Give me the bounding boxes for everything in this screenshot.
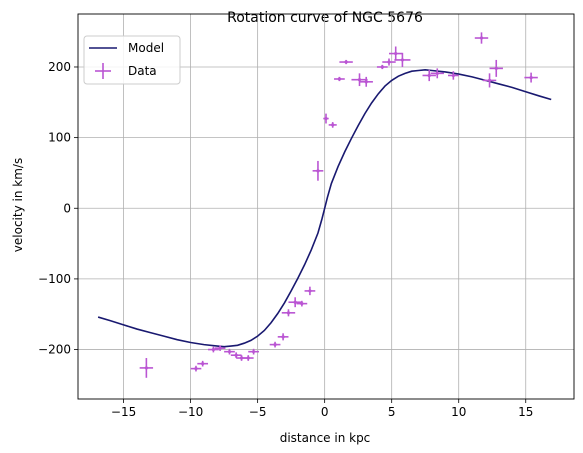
- data-point: [483, 73, 496, 87]
- data-point: [389, 46, 402, 60]
- data-point: [323, 114, 328, 124]
- x-tick-label: −5: [249, 405, 267, 419]
- data-point-marker: [345, 60, 348, 63]
- legend: Model Data: [84, 36, 180, 84]
- data-point-marker: [530, 76, 533, 79]
- data-point: [382, 59, 395, 66]
- data-point-marker: [324, 117, 327, 120]
- data-point-marker: [495, 67, 498, 70]
- data-points-group: [140, 32, 538, 377]
- data-point-marker: [480, 36, 483, 39]
- data-point: [394, 53, 410, 67]
- data-point-marker: [308, 289, 311, 292]
- data-point: [475, 32, 488, 43]
- data-point: [334, 77, 345, 81]
- data-point-marker: [247, 356, 250, 359]
- data-point: [191, 366, 202, 372]
- data-point-marker: [488, 79, 491, 82]
- data-point: [351, 73, 367, 86]
- data-point: [270, 342, 281, 348]
- data-point-marker: [273, 343, 276, 346]
- data-point: [197, 361, 208, 367]
- data-point: [329, 122, 337, 128]
- data-point-marker: [358, 78, 361, 81]
- data-point-marker: [240, 356, 243, 359]
- y-tick-label: 0: [63, 201, 71, 215]
- data-point-marker: [294, 301, 297, 304]
- data-point-marker: [252, 350, 255, 353]
- x-axis-label: distance in kpc: [280, 431, 371, 445]
- y-tick-label: 200: [48, 60, 71, 74]
- y-tick-label: −200: [38, 343, 71, 357]
- x-tick-label: −10: [178, 405, 203, 419]
- data-point: [524, 73, 537, 83]
- data-point-marker: [201, 362, 204, 365]
- data-point: [360, 77, 373, 87]
- data-point-marker: [428, 74, 431, 77]
- data-point-marker: [338, 77, 341, 80]
- x-tick-label: 15: [518, 405, 533, 419]
- data-point-marker: [331, 123, 334, 126]
- data-point-marker: [228, 350, 231, 353]
- data-point: [339, 60, 352, 64]
- data-point-marker: [300, 302, 303, 305]
- legend-model-label: Model: [128, 41, 164, 55]
- data-point: [282, 309, 295, 316]
- data-point-marker: [287, 311, 290, 314]
- data-point-marker: [235, 354, 238, 357]
- data-point: [313, 161, 324, 181]
- data-point: [140, 358, 153, 378]
- x-tick-label: 0: [321, 405, 329, 419]
- data-point: [490, 60, 503, 77]
- data-point: [288, 297, 301, 307]
- data-point: [377, 65, 388, 69]
- data-point-marker: [212, 348, 215, 351]
- data-point-marker: [381, 65, 384, 68]
- data-point-marker: [365, 80, 368, 83]
- y-tick-label: 100: [48, 131, 71, 145]
- data-point-marker: [394, 52, 397, 55]
- y-axis-label: velocity in km/s: [11, 158, 25, 252]
- data-point: [305, 287, 316, 295]
- y-tick-label: −100: [38, 272, 71, 286]
- data-point: [278, 333, 289, 340]
- x-tick-label: 10: [451, 405, 466, 419]
- data-point: [243, 355, 254, 361]
- data-point: [231, 352, 242, 358]
- data-point-marker: [145, 366, 148, 369]
- data-point-marker: [401, 58, 404, 61]
- legend-data-label: Data: [128, 64, 157, 78]
- data-point-marker: [282, 335, 285, 338]
- data-point-marker: [316, 169, 319, 172]
- data-point-marker: [218, 347, 221, 350]
- x-tick-label: −15: [111, 405, 136, 419]
- data-point-marker: [194, 367, 197, 370]
- data-point-marker: [436, 72, 439, 75]
- data-point-marker: [452, 74, 455, 77]
- data-point-marker: [387, 60, 390, 63]
- x-tick-label: 5: [388, 405, 396, 419]
